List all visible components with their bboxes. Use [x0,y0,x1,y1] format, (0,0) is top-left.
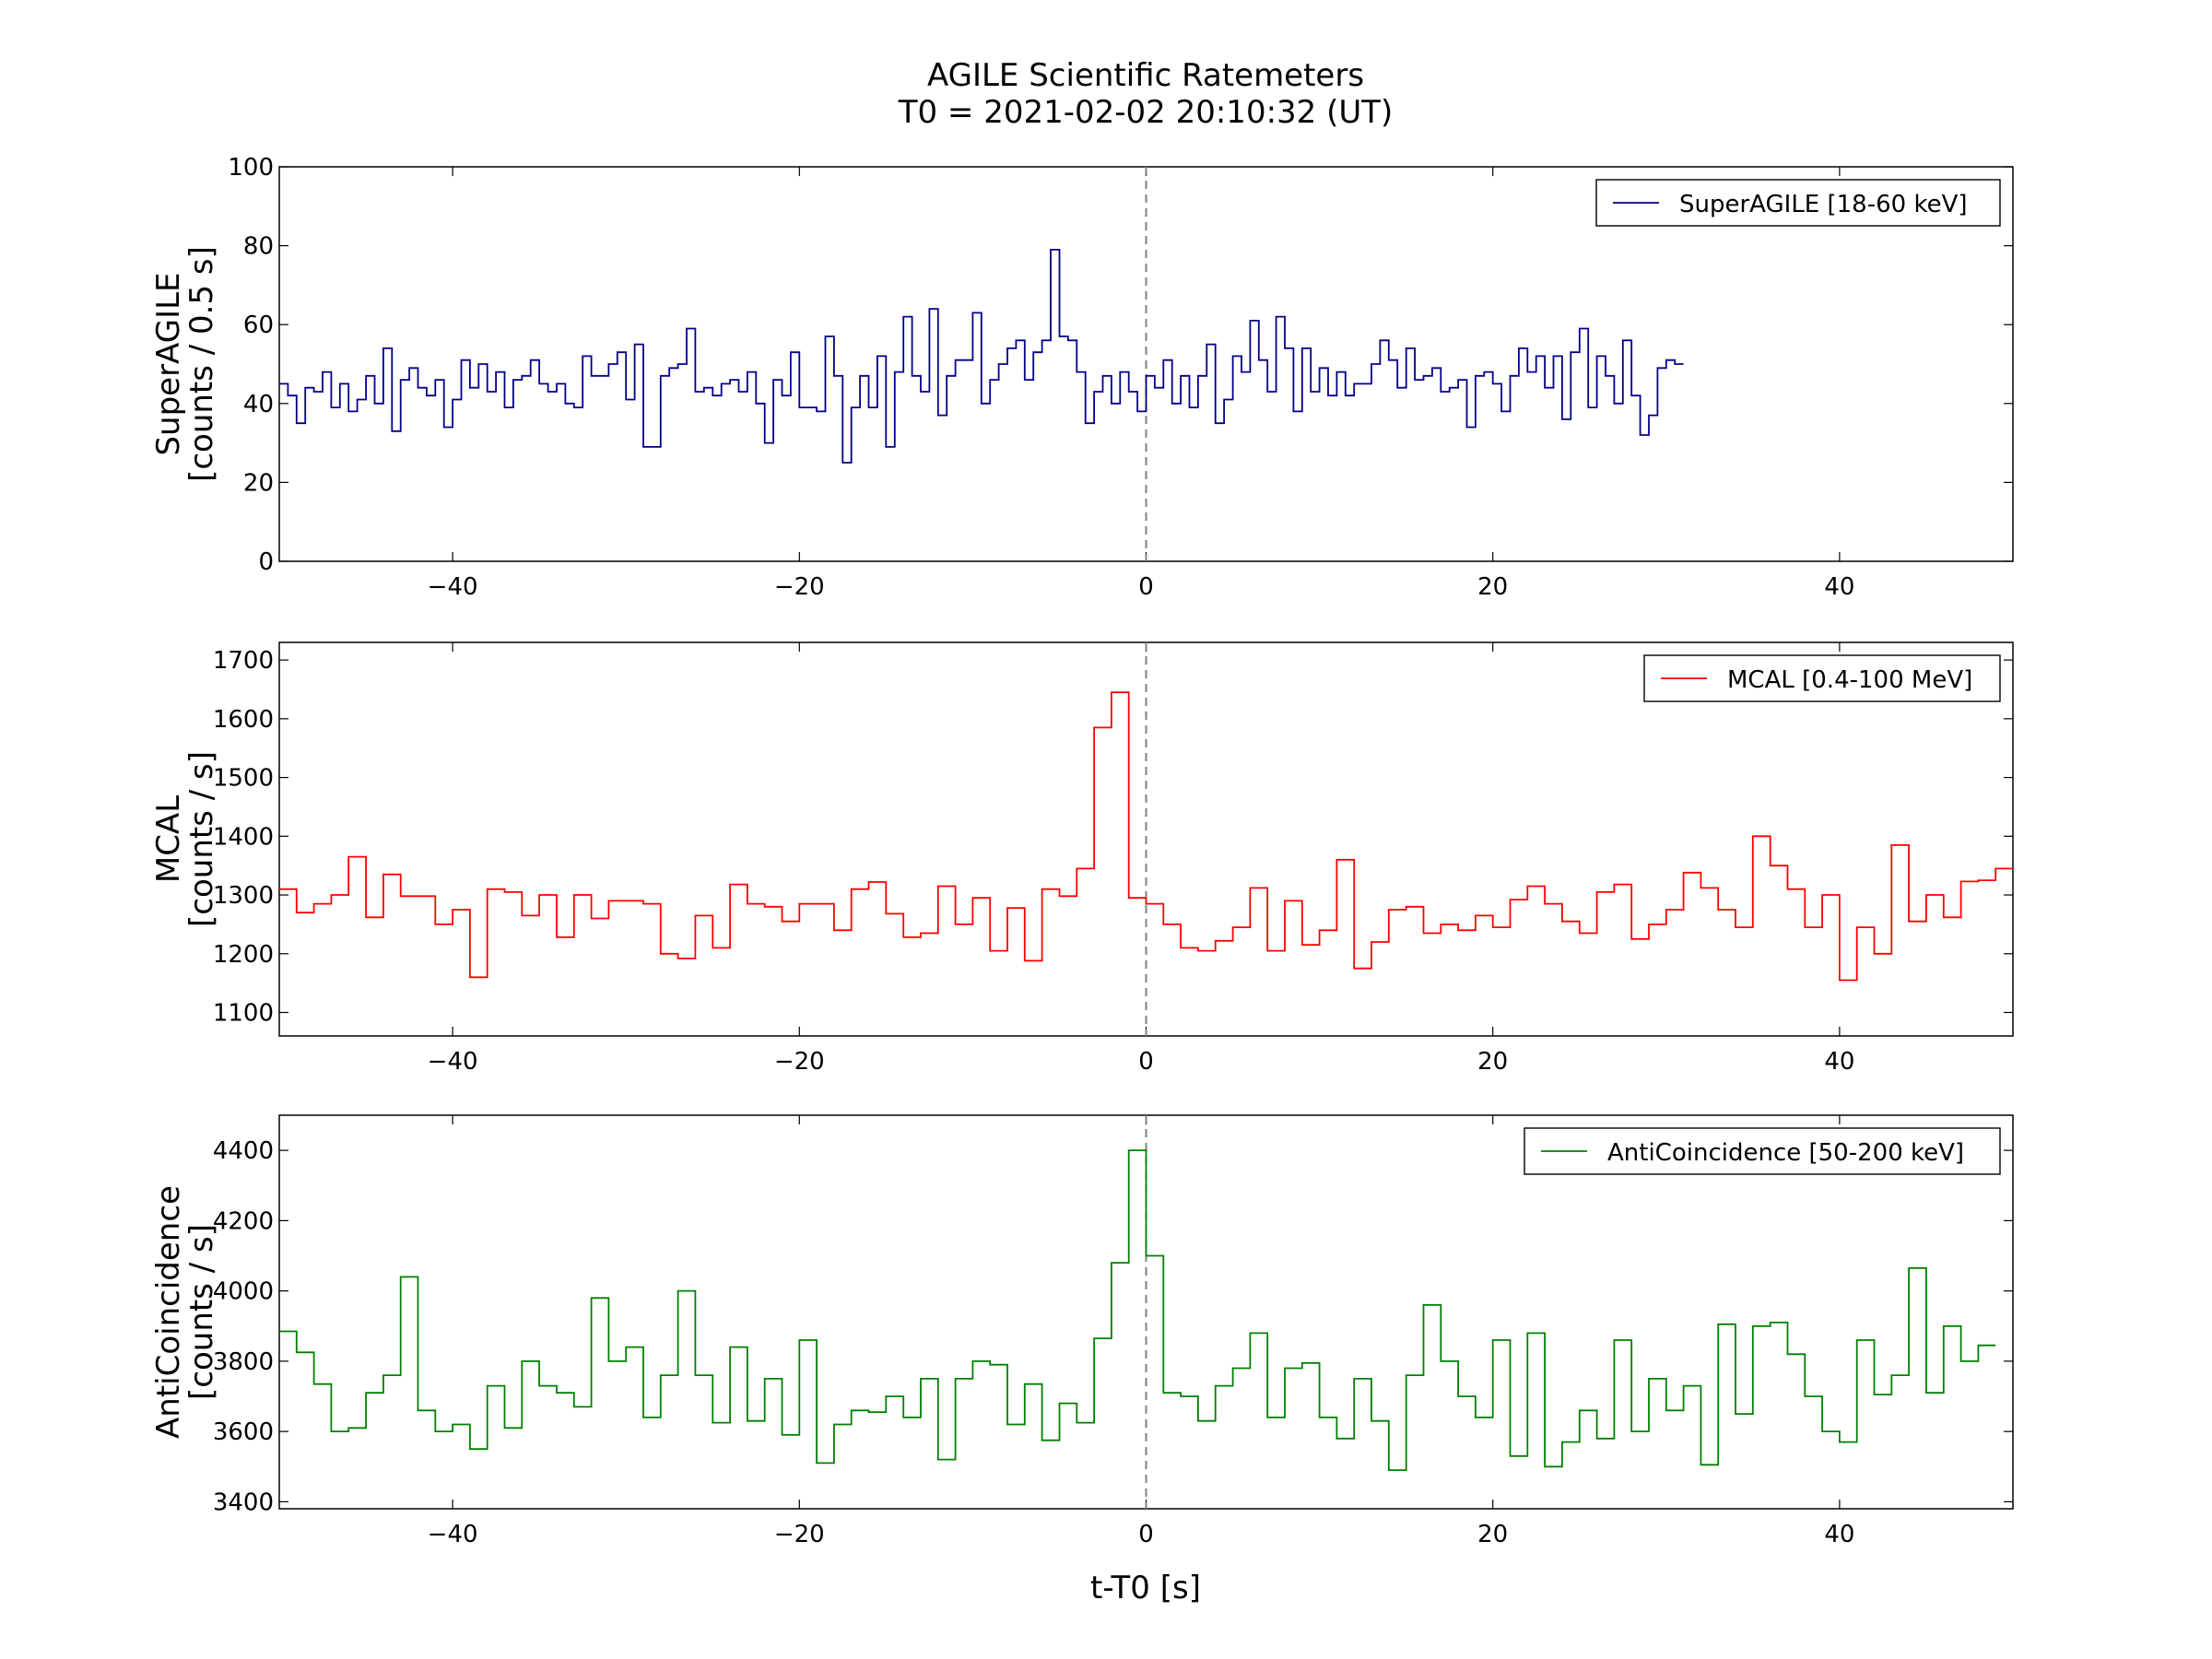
x-tick-label: −20 [774,573,825,601]
legend-label: SuperAGILE [18-60 keV] [1679,191,1968,218]
chart-panels: −40 −20 0 20 40020406080100SuperAGILE[counts… [150,154,2014,1548]
y-tick-label: 60 [243,312,274,339]
y-axis-label-units: [counts / 0.5 s] [183,246,220,482]
y-axis-label: AntiCoincidence [150,1185,187,1439]
y-tick-label: 4400 [213,1137,274,1165]
y-tick-label: 100 [228,154,274,182]
x-axis-label: t-T0 [s] [1090,1570,1201,1606]
chart-panel-2: −40 −20 0 20 40 1100 1200 1300 1400 1500 1600 1700 M… [150,641,2014,1076]
y-tick-label: 1100 [213,1000,274,1028]
x-tick-label: 0 [1138,573,1154,601]
figure-title-line-1: AGILE Scientific Ratemeters [927,57,1364,94]
x-tick-label: 20 [1477,1521,1508,1548]
y-tick-label: 80 [243,233,274,261]
y-tick-label: 1400 [213,823,274,851]
x-tick-label: −40 [428,1521,478,1548]
y-tick-label: 3800 [213,1348,274,1376]
legend: SuperAGILE [18-60 keV] [1595,179,2001,227]
x-tick-label: −40 [428,1048,478,1076]
y-tick-label: 1700 [213,647,274,675]
legend-box [1595,179,2001,227]
series-line [279,691,2013,982]
y-axis-label-units: [counts / s] [183,1224,220,1400]
x-tick-label: 20 [1477,1048,1508,1076]
y-tick-label: 1200 [213,941,274,969]
legend: AntiCoincidence [50-200 keV] [1524,1127,2001,1175]
x-tick-label: −20 [774,1521,825,1548]
y-tick-label: 4200 [213,1207,274,1235]
legend-label: MCAL [0.4-100 MeV] [1727,666,1972,694]
y-axis-label-units: [counts / s] [183,751,220,927]
y-tick-label: 1600 [213,706,274,734]
x-tick-label: 40 [1824,573,1854,601]
y-axis-label: SuperAGILE [150,272,187,455]
series-line [279,249,1684,464]
y-tick-label: 3600 [213,1418,274,1446]
x-tick-label: 20 [1477,573,1508,601]
series-line [279,1149,1996,1471]
y-axis-label: MCAL [150,795,187,883]
y-tick-label: 3400 [213,1488,274,1516]
y-tick-label: 4000 [213,1278,274,1306]
x-tick-label: 0 [1138,1521,1154,1548]
x-tick-label: −20 [774,1048,825,1076]
chart-panel-3: −40 −20 0 20 40 3400 3600 3800 4000 4200 4400 AntiC… [150,1114,2014,1548]
y-tick-label: 40 [243,391,274,418]
legend-label: AntiCoincidence [50-200 keV] [1607,1139,1964,1167]
x-tick-label: 0 [1138,1048,1154,1076]
y-tick-label: 0 [258,548,274,576]
legend-box [1524,1127,2001,1175]
x-tick-label: 40 [1824,1521,1854,1548]
y-tick-label: 20 [243,469,274,497]
y-tick-label: 1300 [213,882,274,910]
chart-panel-1: −40 −20 0 20 40 0 20 40 60 80 100 SuperAGILE[counts… [150,154,2014,601]
legend: MCAL [0.4-100 MeV] [1643,654,2001,702]
figure-title-line-2: T0 = 2021-02-02 20:10:32 (UT) [898,94,1394,131]
x-tick-label: 40 [1824,1048,1854,1076]
x-tick-label: −40 [428,573,478,601]
y-tick-label: 1500 [213,765,274,793]
